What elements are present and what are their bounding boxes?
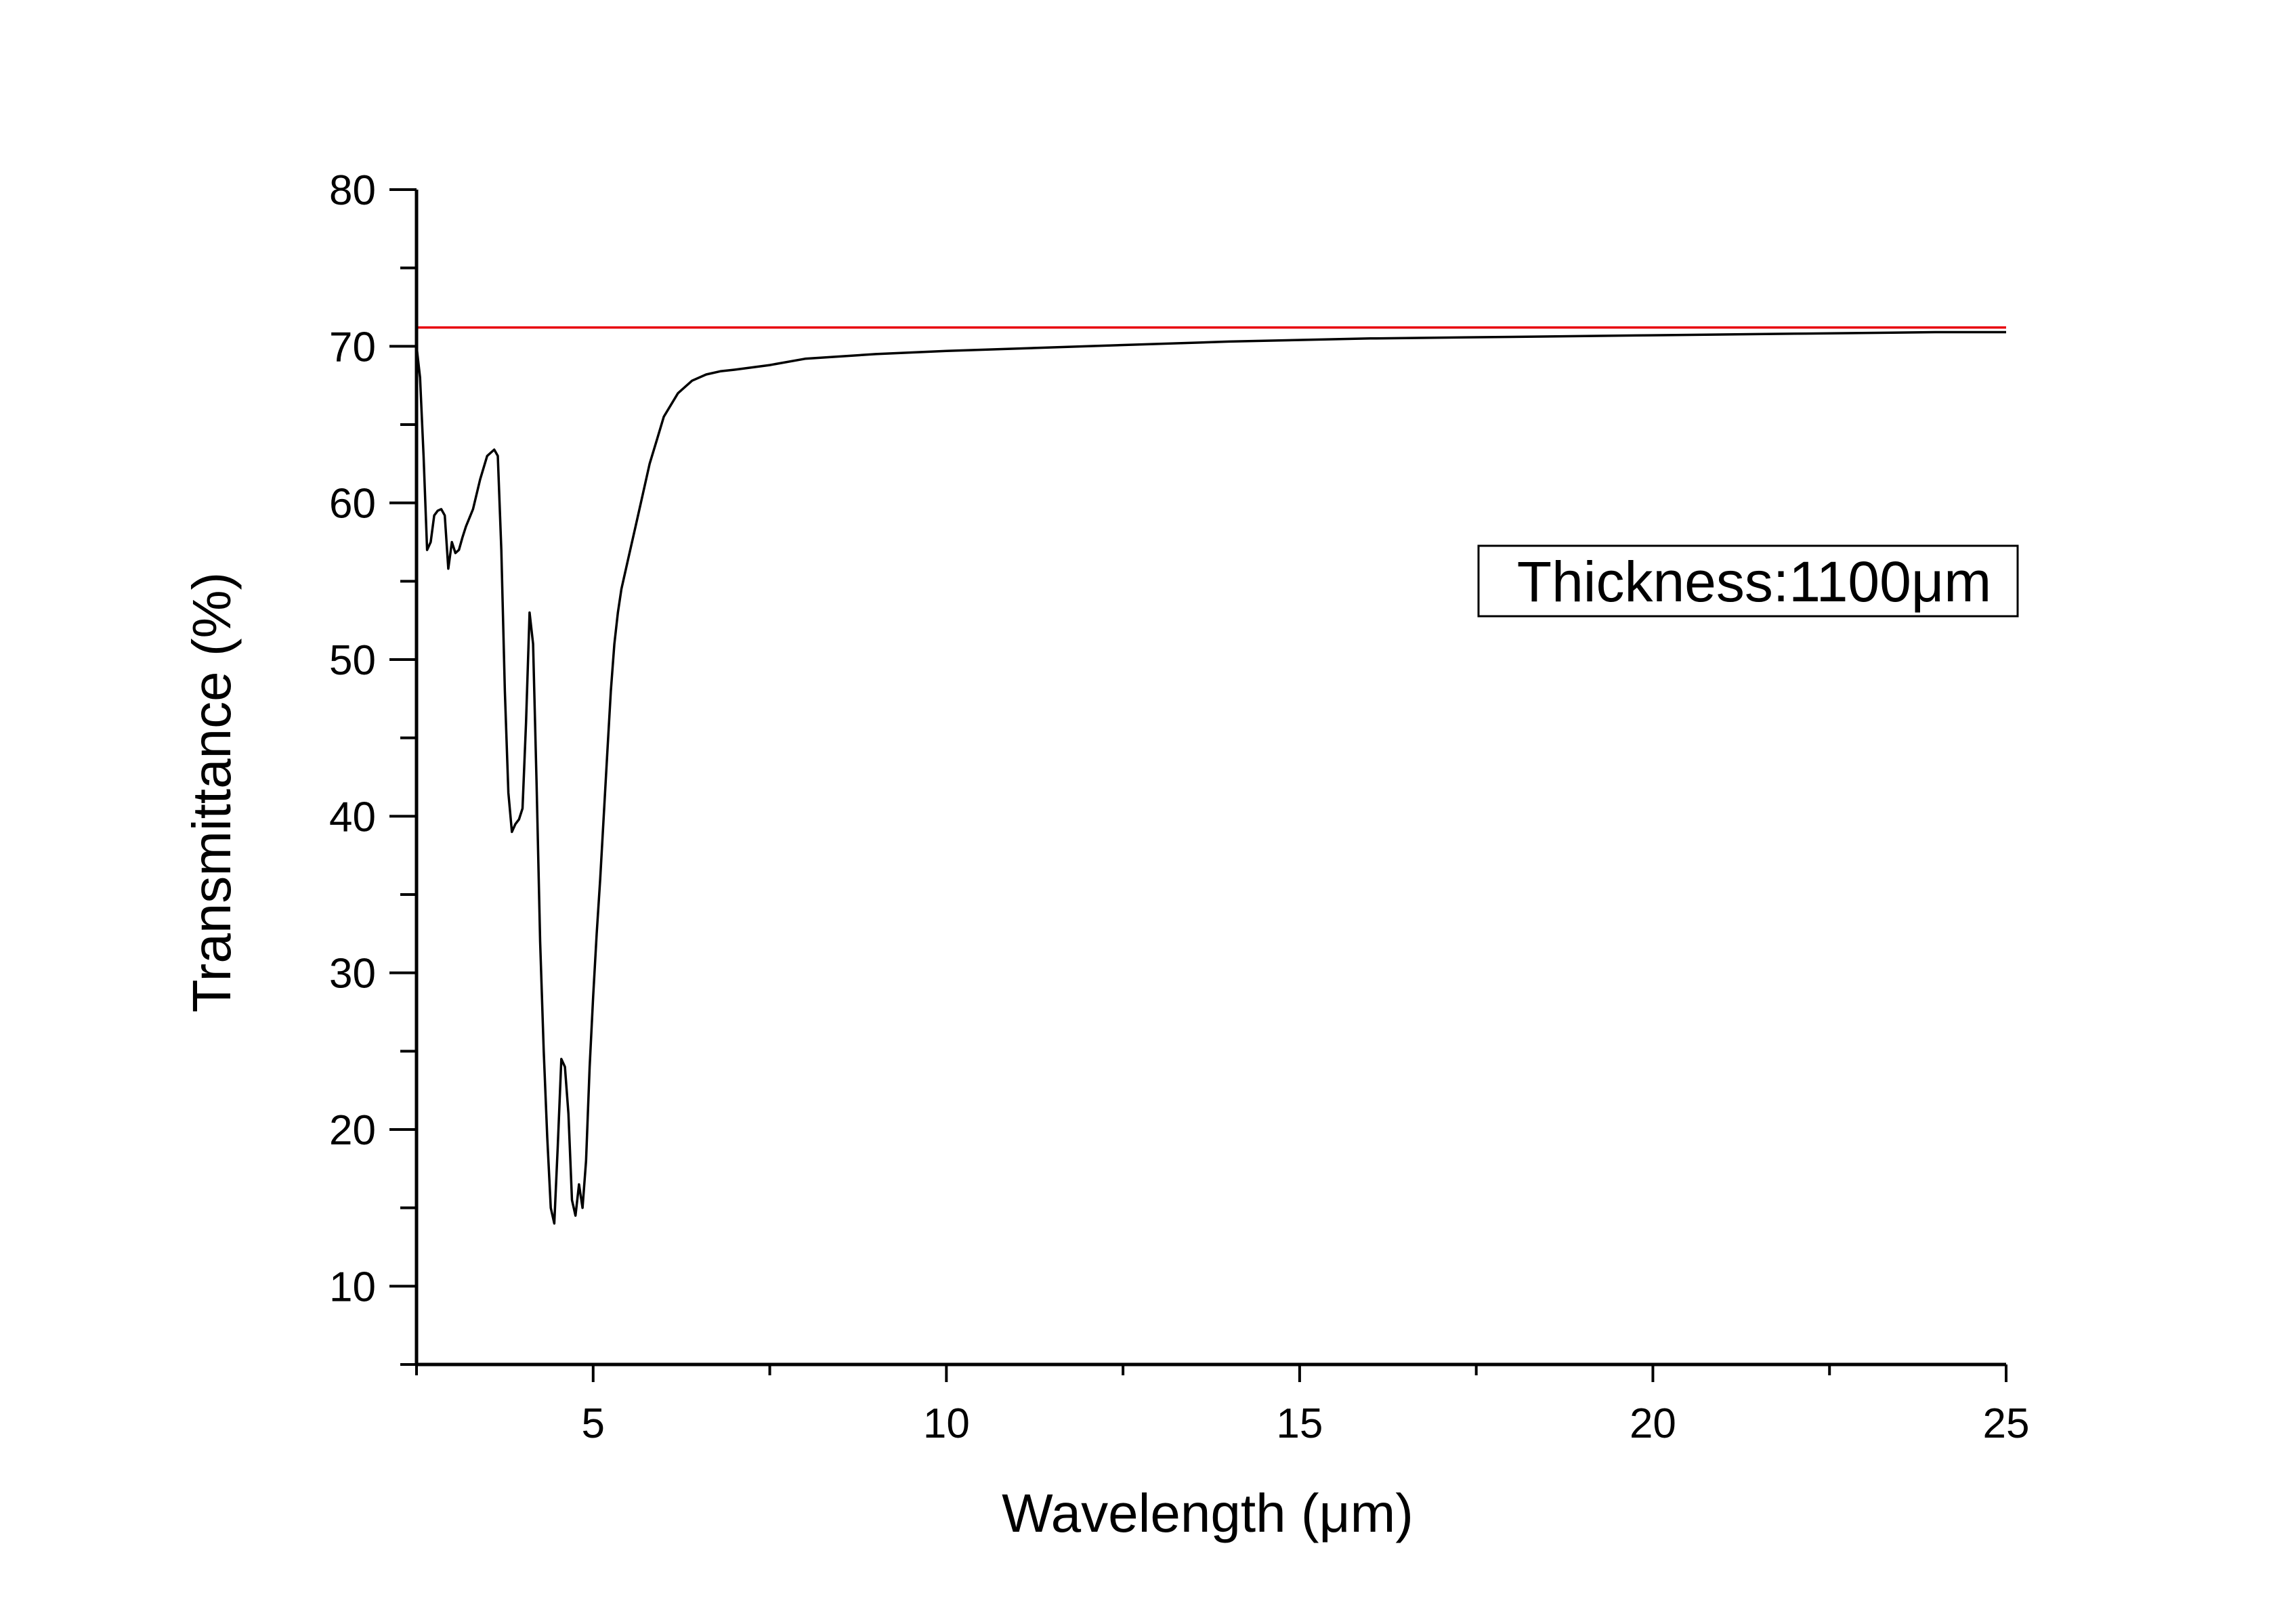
series-layer bbox=[415, 326, 2006, 1225]
y-tick-label: 20 bbox=[329, 1107, 376, 1154]
y-tick-label: 40 bbox=[329, 794, 376, 840]
y-tick-label: 60 bbox=[329, 481, 376, 528]
legend-entry-thickness: Thickness:1100μm bbox=[1517, 550, 1991, 614]
y-axis-title: Transmittance (%) bbox=[182, 572, 242, 1013]
y-tick-label: 50 bbox=[329, 637, 376, 684]
x-tick-label: 5 bbox=[582, 1400, 605, 1447]
legend: Thickness:1100μm bbox=[1477, 544, 2019, 618]
y-tick-label: 70 bbox=[329, 324, 376, 370]
y-axis-ticks: 10 20 30 40 50 60 70 80 bbox=[329, 167, 417, 1366]
x-tick-label: 10 bbox=[923, 1400, 970, 1447]
y-tick-label: 10 bbox=[329, 1264, 376, 1310]
x-tick-label: 25 bbox=[1983, 1400, 2030, 1447]
y-tick-label: 30 bbox=[329, 951, 376, 997]
plot-area: 5 10 15 20 25 10 20 30 40 50 60 70 80 bbox=[329, 167, 2029, 1447]
y-tick-label: 80 bbox=[329, 167, 376, 214]
legend-box bbox=[1477, 544, 2019, 618]
series-line-spectrum bbox=[415, 330, 2006, 1225]
x-axis-ticks: 5 10 15 20 25 bbox=[415, 1364, 2030, 1447]
x-tick-label: 20 bbox=[1630, 1400, 1676, 1447]
x-axis-title: Wavelength (μm) bbox=[1002, 1483, 1413, 1543]
x-tick-label: 15 bbox=[1276, 1400, 1323, 1447]
